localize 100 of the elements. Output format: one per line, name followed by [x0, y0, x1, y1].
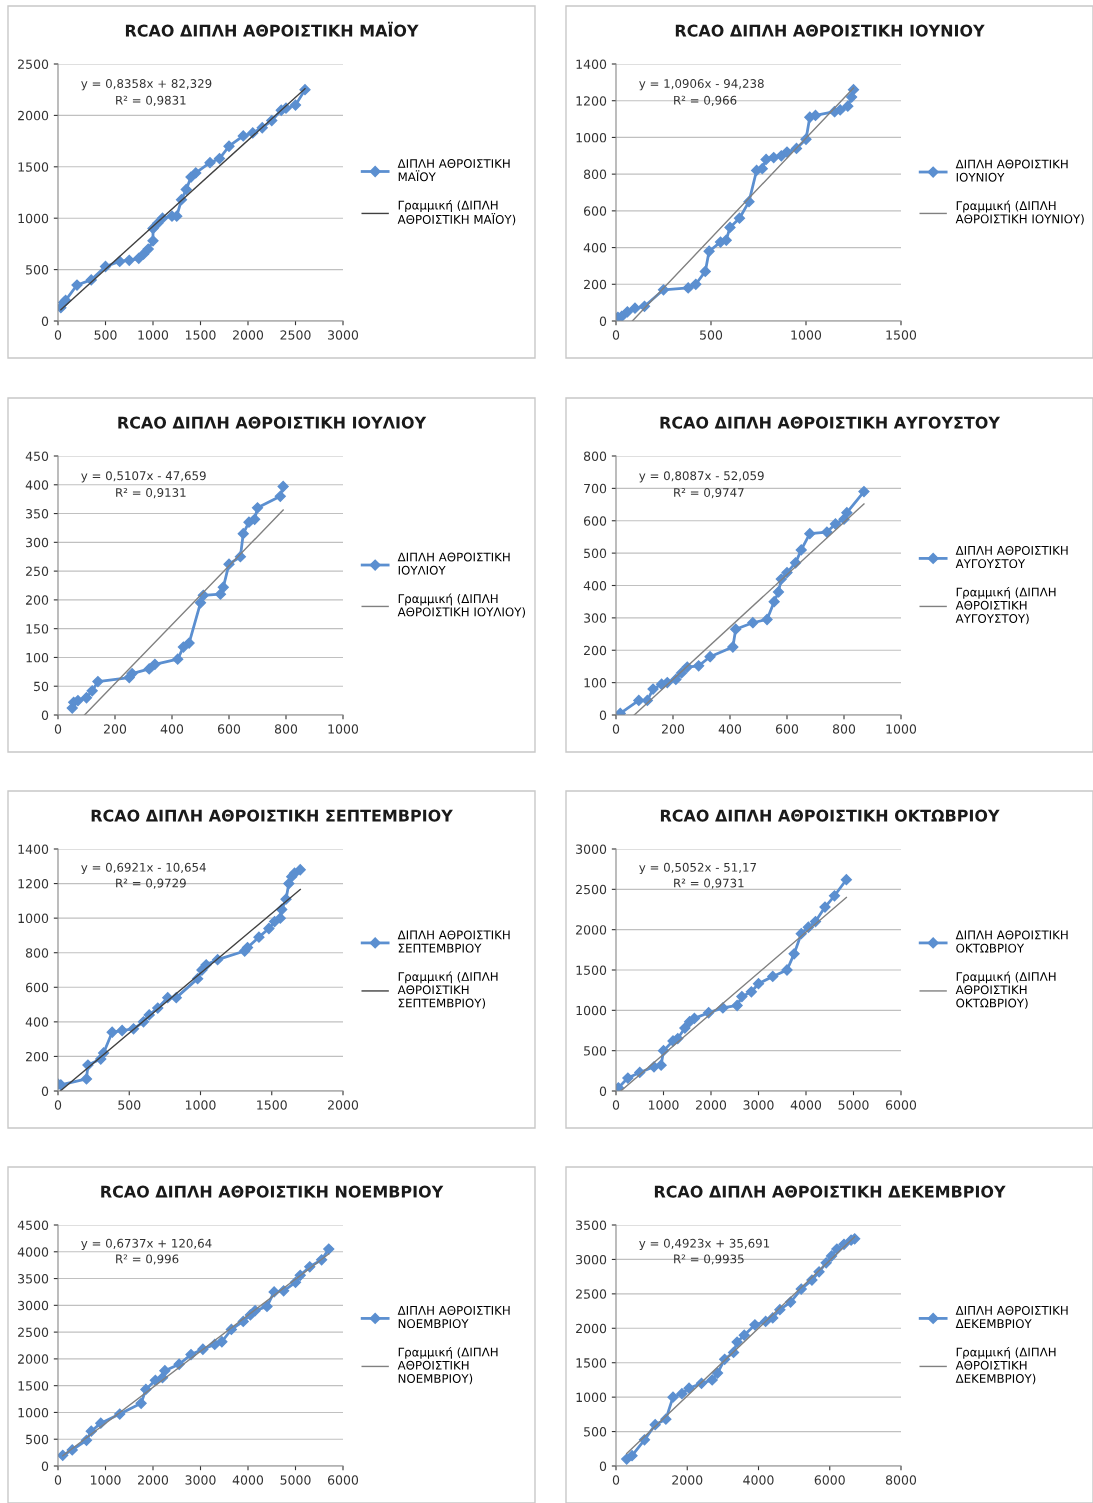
y-tick-label: 2500 [18, 1327, 49, 1338]
y-tick-label: 250 [26, 566, 49, 577]
annotation: y = 0,5052x - 51,17 [639, 862, 757, 875]
x-tick-label: 2000 [696, 1100, 727, 1110]
y-tick-label: 3000 [18, 1300, 49, 1311]
chart-title: RCAO ΔΙΠΛΗ ΑΘΡΟΙΣΤΙΚΗ ΙΟΥΝΙΟΥ [675, 24, 985, 37]
y-tick-label: 200 [26, 595, 49, 605]
y-tick-label: 200 [584, 645, 607, 656]
y-tick-label: 2500 [18, 59, 49, 69]
x-tick-label: 1000 [648, 1100, 679, 1110]
x-tick-label: 5000 [838, 1100, 869, 1110]
chart-title: RCAO ΔΙΠΛΗ ΑΘΡΟΙΣΤΙΚΗ ΜΑΪΟΥ [125, 21, 419, 37]
y-tick-label: 4000 [17, 1247, 49, 1257]
y-tick-label: 600 [25, 982, 49, 993]
legend-label: ΔΙΠΛΗ ΑΘΡΟΙΣΤΙΚΗ ΙΟΥΝΙΟΥ [955, 159, 1068, 182]
y-tick-label: 1500 [576, 965, 607, 975]
y-tick-label: 500 [26, 1434, 49, 1445]
annotation: R² = 0,9131 [116, 488, 186, 499]
x-tick-label: 1000 [328, 724, 359, 734]
legend-label: ΔΙΠΛΗ ΑΘΡΟΙΣΤΙΚΗ ΙΟΥΛΙΟΥ [397, 552, 510, 575]
y-tick-label: 350 [26, 509, 49, 519]
annotation: R² = 0,9747 [674, 488, 744, 499]
annotation: y = 0,6737x + 120,64 [81, 1238, 212, 1250]
annotation: y = 0,8358x + 82,329 [81, 79, 212, 91]
y-tick-label: 500 [584, 548, 607, 559]
x-tick-label: 1000 [90, 1475, 121, 1485]
x-tick-label: 0 [612, 330, 620, 340]
annotation: R² = 0,9731 [674, 878, 744, 889]
y-tick-label: 200 [26, 1051, 49, 1062]
x-tick-label: 3000 [743, 1100, 774, 1110]
y-tick-label: 0 [599, 316, 607, 326]
legend-label: Γραμμική (ΔΙΠΛΗ ΑΘΡΟΙΣΤΙΚΗ ΔΕΚΕΜΒΡΙΟΥ) [955, 1346, 1056, 1385]
annotation: R² = 0,966 [674, 95, 737, 106]
y-tick-label: 1200 [576, 96, 607, 106]
y-tick-label: 300 [26, 537, 49, 548]
y-tick-label: 1000 [576, 1392, 607, 1403]
annotation: y = 0,4923x + 35,691 [639, 1238, 770, 1250]
x-tick-label: 3000 [328, 330, 359, 340]
y-tick-label: 3500 [576, 1220, 607, 1230]
chart-title: RCAO ΔΙΠΛΗ ΑΘΡΟΙΣΤΙΚΗ ΣΕΠΤΕΜΒΡΙΟΥ [91, 809, 453, 822]
legend-label: ΔΙΠΛΗ ΑΘΡΟΙΣΤΙΚΗ ΔΕΚΕΜΒΡΙΟΥ [955, 1305, 1068, 1329]
x-tick-label: 4000 [743, 1475, 774, 1485]
x-tick-label: 2000 [233, 330, 264, 340]
y-tick-label: 800 [25, 948, 49, 958]
y-tick-label: 0 [599, 1461, 607, 1471]
y-tick-label: 3000 [576, 1254, 607, 1265]
x-tick-label: 600 [775, 724, 799, 734]
chart-title: RCAO ΔΙΠΛΗ ΑΘΡΟΙΣΤΙΚΗ ΑΥΓΟΥΣΤΟΥ [660, 416, 1001, 429]
annotation: R² = 0,9831 [116, 95, 186, 106]
x-tick-label: 500 [118, 1100, 141, 1110]
legend-label: Γραμμική (ΔΙΠΛΗ ΑΘΡΟΙΣΤΙΚΗ ΝΟΕΜΒΡΙΟΥ) [397, 1346, 498, 1385]
y-tick-label: 2500 [576, 1289, 607, 1299]
x-tick-label: 800 [832, 724, 856, 734]
y-tick-label: 700 [584, 483, 607, 494]
y-tick-label: 2500 [576, 884, 607, 895]
x-tick-label: 1000 [138, 330, 169, 340]
x-tick-label: 500 [94, 330, 117, 340]
y-tick-label: 1000 [18, 1407, 49, 1418]
legend-label: Γραμμική (ΔΙΠΛΗ ΑΘΡΟΙΣΤΙΚΗ ΑΥΓΟΥΣΤΟΥ) [955, 586, 1056, 625]
annotation: R² = 0,9935 [674, 1254, 744, 1265]
legend-label: Γραμμική (ΔΙΠΛΗ ΑΘΡΟΙΣΤΙΚΗ ΙΟΥΛΙΟΥ) [397, 593, 526, 618]
legend-label: Γραμμική (ΔΙΠΛΗ ΑΘΡΟΙΣΤΙΚΗ ΟΚΤΩΒΡΙΟΥ) [955, 971, 1056, 1009]
annotation: y = 0,6921x - 10,654 [81, 862, 206, 875]
y-tick-label: 0 [599, 1086, 607, 1096]
y-tick-label: 450 [25, 451, 49, 461]
legend-label: ΔΙΠΛΗ ΑΘΡΟΙΣΤΙΚΗ ΟΚΤΩΒΡΙΟΥ [955, 930, 1068, 953]
legend-label: Γραμμική (ΔΙΠΛΗ ΑΘΡΟΙΣΤΙΚΗ ΙΟΥΝΙΟΥ) [955, 200, 1084, 225]
x-tick-label: 1500 [185, 330, 216, 340]
y-tick-label: 1500 [576, 1358, 607, 1368]
y-tick-label: 500 [584, 1427, 607, 1437]
y-tick-label: 4500 [17, 1220, 49, 1230]
annotation: R² = 0,996 [116, 1254, 179, 1265]
legend-label: ΔΙΠΛΗ ΑΘΡΟΙΣΤΙΚΗ ΣΕΠΤΕΜΒΡΙΟΥ [397, 930, 510, 953]
legend-label: Γραμμική (ΔΙΠΛΗ ΑΘΡΟΙΣΤΙΚΗ ΣΕΠΤΕΜΒΡΙΟΥ) [397, 971, 498, 1009]
y-tick-label: 500 [26, 265, 49, 275]
y-tick-label: 1400 [576, 59, 607, 69]
y-tick-label: 2000 [576, 925, 607, 935]
chart-title: RCAO ΔΙΠΛΗ ΑΘΡΟΙΣΤΙΚΗ ΟΚΤΩΒΡΙΟΥ [660, 809, 1000, 822]
x-tick-label: 0 [54, 1475, 62, 1485]
y-tick-label: 1400 [18, 844, 49, 854]
y-tick-label: 800 [583, 451, 607, 461]
x-tick-label: 6000 [814, 1475, 845, 1485]
y-tick-label: 100 [584, 678, 607, 688]
y-tick-label: 0 [599, 710, 607, 720]
x-tick-label: 2000 [672, 1475, 703, 1485]
y-tick-label: 1500 [18, 162, 49, 172]
x-tick-label: 8000 [885, 1475, 917, 1485]
legend-label: ΔΙΠΛΗ ΑΘΡΟΙΣΤΙΚΗ ΝΟΕΜΒΡΙΟΥ [397, 1305, 510, 1329]
y-tick-label: 400 [583, 243, 607, 253]
y-tick-label: 0 [41, 710, 49, 720]
x-tick-label: 200 [103, 724, 127, 734]
x-tick-label: 0 [54, 330, 62, 340]
chart-title: RCAO ΔΙΠΛΗ ΑΘΡΟΙΣΤΙΚΗ ΙΟΥΛΙΟΥ [118, 416, 427, 429]
x-tick-label: 0 [54, 724, 62, 734]
y-tick-label: 300 [584, 613, 607, 623]
y-tick-label: 1200 [18, 879, 49, 889]
y-tick-label: 400 [583, 580, 607, 591]
y-tick-label: 1500 [18, 1381, 49, 1391]
legend-label: ΔΙΠΛΗ ΑΘΡΟΙΣΤΙΚΗ ΜΑΪΟΥ [397, 159, 510, 182]
y-tick-label: 600 [583, 206, 607, 216]
